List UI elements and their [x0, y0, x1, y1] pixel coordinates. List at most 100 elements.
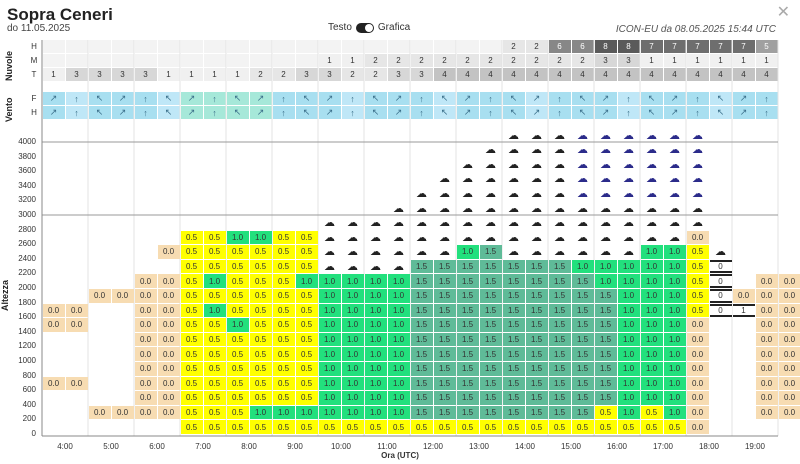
cloud-cell: 3: [387, 68, 410, 81]
cloud-cell: 3: [617, 54, 640, 67]
thermal-cell: 1.5: [479, 362, 502, 376]
cloud-icon: ☁: [416, 231, 427, 244]
cloud-icon: ☁: [531, 246, 542, 259]
thermal-cell: 1.5: [548, 391, 571, 405]
cloud-icon: ☁: [554, 144, 565, 157]
cloud-icon: ☁: [669, 173, 680, 186]
thermal-cell: 1.5: [594, 391, 617, 405]
cloud-icon: ☁: [692, 129, 703, 142]
thermal-cell: 1.5: [410, 391, 433, 405]
cloud-cell: 1: [732, 54, 755, 67]
thermal-cell: 0.0: [111, 289, 134, 303]
thermal-cell: 0.0: [686, 420, 709, 434]
cloud-cell: 4: [686, 68, 709, 81]
thermal-cell: 1.5: [410, 274, 433, 288]
thermal-cell: 0: [709, 303, 732, 318]
toggle-graphic-label[interactable]: Grafica: [377, 22, 411, 33]
cloud-icon: ☁: [623, 129, 634, 142]
wind-arrow-icon: ↑: [686, 92, 709, 105]
altitude-tick-label: 3800: [18, 151, 36, 161]
cloud-cell: [180, 54, 203, 67]
close-icon[interactable]: ✕: [776, 4, 790, 21]
cloud-icon: ☁: [508, 188, 519, 201]
thermal-cell: 1.5: [479, 289, 502, 303]
view-toggle[interactable]: Testo Grafica: [328, 22, 410, 33]
cloud-cell: 1: [226, 68, 249, 81]
cloud-cell: 2: [249, 68, 272, 81]
thermal-cell: 0.0: [755, 362, 778, 376]
wind-arrow-icon: ↖: [640, 92, 663, 105]
wind-arrow-icon: ↗: [456, 106, 479, 119]
toggle-switch[interactable]: [355, 22, 374, 33]
thermal-cell: 0.5: [226, 420, 249, 434]
cloud-cell: 4: [732, 68, 755, 81]
cloud-icon: ☁: [370, 217, 381, 230]
thermal-cell: 0.5: [433, 420, 456, 434]
thermal-cell: 0.5: [180, 230, 203, 245]
cloud-icon: ☁: [347, 217, 358, 230]
thermal-cell: 1.0: [318, 303, 341, 318]
cloud-cell: [111, 54, 134, 67]
cloud-cell: [249, 54, 272, 67]
cloud-cell: 1: [157, 68, 180, 81]
thermal-cell: 1.0: [318, 405, 341, 420]
thermal-cell: 0.0: [686, 230, 709, 245]
thermal-cell: 1.5: [456, 362, 479, 376]
cloud-icon: ☁: [600, 144, 611, 157]
wind-arrow-icon: ↖: [433, 106, 456, 119]
cloud-icon: ☁: [508, 158, 519, 171]
thermal-cell: 1.5: [479, 318, 502, 332]
thermal-cell: 0.5: [571, 420, 594, 434]
thermal-cell: 1.0: [663, 376, 686, 391]
thermal-cell: 0.5: [272, 362, 295, 376]
thermal-cell: 1.5: [456, 376, 479, 391]
thermal-cell: 0.0: [134, 274, 157, 288]
wind-arrow-icon: ↗: [180, 92, 203, 105]
time-tick-label: 5:00: [103, 442, 119, 451]
wind-arrow-icon: ↖: [640, 106, 663, 119]
thermal-cell: 0.5: [249, 245, 272, 259]
thermal-cell: 0.0: [65, 303, 88, 318]
thermal-cell: 1.0: [364, 347, 387, 361]
cloud-cell: 2: [272, 68, 295, 81]
cloud-cell: 7: [709, 40, 732, 53]
thermal-cell: 1.5: [525, 274, 548, 288]
thermal-cell: 0.0: [778, 405, 800, 420]
wind-arrow-icon: ↗: [318, 92, 341, 105]
cloud-cell: 4: [433, 68, 456, 81]
thermal-cell: 0.0: [755, 391, 778, 405]
cloud-icon: ☁: [669, 188, 680, 201]
cloud-icon: ☁: [669, 231, 680, 244]
cloud-cell: 3: [410, 68, 433, 81]
thermal-cell: 1.5: [525, 303, 548, 318]
thermal-cell: 0.0: [778, 347, 800, 361]
thermal-cell: 0.5: [686, 303, 709, 318]
thermal-cell: 1.0: [318, 289, 341, 303]
thermal-cell: 1.5: [502, 347, 525, 361]
thermal-cell: 1.0: [318, 332, 341, 347]
cloud-cell: 2: [479, 54, 502, 67]
thermal-cell: 0.0: [778, 332, 800, 347]
thermal-cell: 1.5: [479, 376, 502, 391]
thermal-cell: 0.5: [387, 420, 410, 434]
thermal-cell: 0.0: [686, 347, 709, 361]
thermal-cell: 0.5: [203, 245, 226, 259]
thermal-cell: 1.0: [272, 405, 295, 420]
wind-arrow-icon: ↗: [663, 106, 686, 119]
wind-arrow-icon: ↗: [180, 106, 203, 119]
cloud-icon: ☁: [623, 173, 634, 186]
thermal-cell: 1.5: [571, 289, 594, 303]
wind-arrow-icon: ↑: [272, 92, 295, 105]
altitude-tick-label: 2600: [18, 239, 36, 249]
cloud-icon: ☁: [347, 231, 358, 244]
thermal-cell: 0.5: [272, 391, 295, 405]
cloud-row-label: H: [31, 42, 37, 51]
toggle-text-label[interactable]: Testo: [328, 22, 352, 33]
cloud-icon: ☁: [554, 231, 565, 244]
cloud-icon: ☁: [577, 217, 588, 230]
thermal-cell: 0.5: [180, 376, 203, 391]
cloud-icon: ☁: [577, 188, 588, 201]
wind-arrow-icon: ↗: [525, 106, 548, 119]
thermal-cell: 0.5: [180, 362, 203, 376]
cloud-cell: [65, 54, 88, 67]
